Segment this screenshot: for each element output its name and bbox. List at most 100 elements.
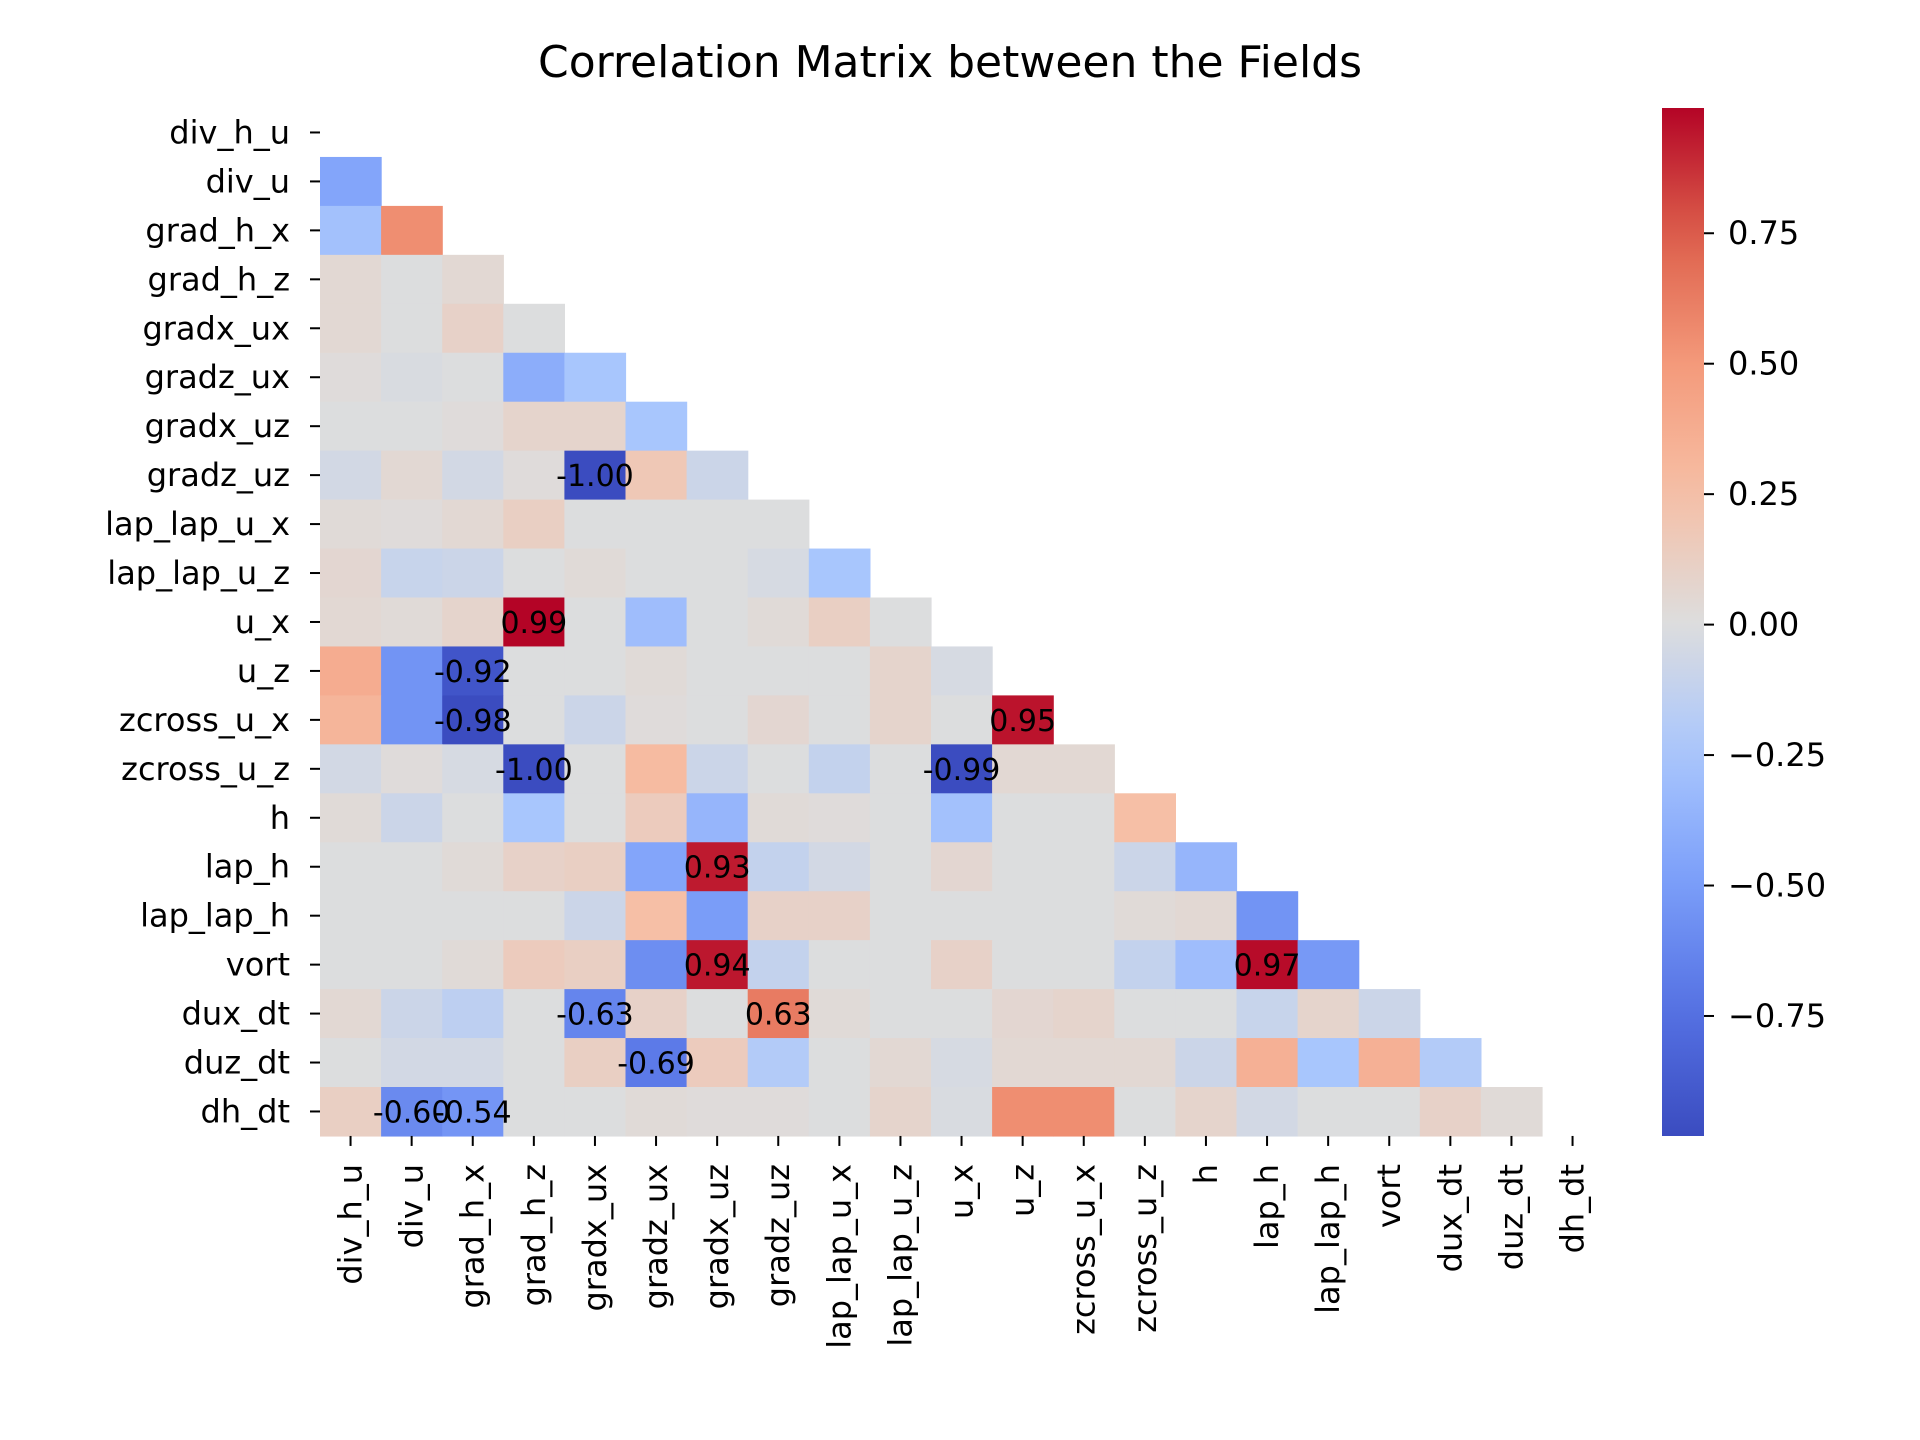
- heatmap-cell: [747, 695, 810, 745]
- heatmap-cell: [381, 597, 443, 648]
- x-tick-label: gradx_ux: [576, 1164, 614, 1312]
- heatmap-cell: [503, 597, 565, 648]
- cell-annotation: -0.69: [617, 1047, 695, 1082]
- heatmap-cell: [931, 1087, 993, 1137]
- heatmap-cell: [808, 548, 871, 599]
- heatmap-cell: [442, 842, 504, 892]
- heatmap-cell: [564, 940, 627, 990]
- heatmap-cell: [1236, 1038, 1299, 1088]
- heatmap-cell: [503, 744, 565, 794]
- heatmap-cell: [992, 1038, 1054, 1088]
- heatmap-cell: [320, 450, 382, 501]
- heatmap-cell: [442, 744, 504, 794]
- heatmap-cell: [564, 401, 627, 452]
- heatmap-cell: [747, 499, 810, 550]
- x-tick-label: gradz_ux: [637, 1164, 675, 1309]
- heatmap-cell: [381, 401, 443, 452]
- x-tick-label: lap_lap_u_x: [820, 1164, 858, 1349]
- heatmap-cell: [442, 891, 504, 941]
- colorbar-tick-label: 0.00: [1728, 606, 1799, 644]
- heatmap-cell: [564, 891, 627, 941]
- heatmap-cell: [1236, 989, 1299, 1039]
- heatmap-cell: [747, 842, 810, 892]
- heatmap-cell: [381, 940, 443, 990]
- heatmap-cell: [320, 205, 382, 256]
- heatmap-cell: [1236, 1087, 1299, 1137]
- heatmap-cell: [320, 891, 382, 941]
- heatmap-cell: [625, 940, 688, 990]
- heatmap-cell: [686, 1038, 749, 1088]
- heatmap-cell: [381, 450, 443, 501]
- heatmap-cell: [869, 793, 932, 843]
- y-tick-label: gradx_ux: [142, 309, 290, 347]
- heatmap-cell: [1175, 891, 1238, 941]
- y-tick-label: u_z: [237, 652, 290, 690]
- heatmap-cell: [1114, 940, 1176, 990]
- heatmap-cell: [686, 744, 749, 794]
- heatmap-cell: [320, 940, 382, 990]
- heatmap-cell: [1358, 989, 1421, 1039]
- heatmap-cell: [564, 499, 627, 550]
- heatmap-cell: [686, 793, 749, 843]
- cell-annotation: 0.63: [745, 998, 812, 1033]
- y-tick-label: zcross_u_z: [121, 750, 290, 788]
- heatmap-cell: [808, 940, 871, 990]
- heatmap-cell: [869, 695, 932, 745]
- heatmap-cell: [808, 646, 871, 696]
- x-tick-label: div_u: [393, 1164, 431, 1248]
- heatmap-cell: [869, 646, 932, 696]
- heatmap-cell: [503, 695, 565, 745]
- heatmap-cell: [442, 450, 504, 501]
- heatmap-cell: [564, 842, 627, 892]
- heatmap-cell: [320, 254, 382, 305]
- heatmap-cell: [1053, 891, 1115, 941]
- heatmap-cell: [1053, 1038, 1115, 1088]
- cell-annotation: 0.93: [684, 851, 751, 886]
- heatmap-cell: [1175, 940, 1238, 990]
- y-axis-tick-labels: div_h_u div_u grad_h_x grad_h_z gradx_uxgrad…: [105, 113, 320, 1130]
- y-tick-label: zcross_u_x: [119, 701, 290, 739]
- heatmap-cell: [320, 842, 382, 892]
- heatmap-cell: [931, 842, 993, 892]
- heatmap-cell: [686, 450, 749, 501]
- heatmap-cell: [1175, 1038, 1238, 1088]
- heatmap-cell: [503, 450, 565, 501]
- heatmap-cell: [1175, 1087, 1238, 1137]
- x-tick-label: grad_h_x: [454, 1164, 492, 1309]
- heatmap-cell: [625, 1087, 688, 1137]
- heatmap-cell: [931, 793, 993, 843]
- x-tick-label: lap_h: [1248, 1164, 1286, 1249]
- heatmap-cell: [442, 548, 504, 599]
- y-tick-label: lap_lap_u_x: [105, 505, 290, 543]
- heatmap-cell: [625, 793, 688, 843]
- heatmap-cell: [320, 352, 382, 403]
- heatmap-cell: [442, 352, 504, 403]
- heatmap-cell: [686, 499, 749, 550]
- heatmap-cell: [442, 254, 504, 305]
- heatmap-cell: [869, 940, 932, 990]
- heatmap-cell: [564, 646, 627, 696]
- colorbar-gradient: [1662, 108, 1704, 1136]
- heatmap-cell: [1053, 744, 1115, 794]
- heatmap-cell: [381, 499, 443, 550]
- heatmap-cell: [992, 842, 1054, 892]
- heatmap-cell: [869, 989, 932, 1039]
- heatmap-cell: [564, 548, 627, 599]
- colorbar-tick-label: 0.25: [1728, 475, 1799, 513]
- heatmap-cell: [1114, 891, 1176, 941]
- heatmap-cell: [442, 989, 504, 1039]
- heatmap-cell: [808, 793, 871, 843]
- heatmap-cell: [381, 1038, 443, 1088]
- heatmap-cell: [625, 597, 688, 648]
- heatmap-cell: [503, 499, 565, 550]
- heatmap-cell: [442, 646, 504, 696]
- heatmap-cell: [1419, 1087, 1482, 1137]
- heatmap-cell: [992, 891, 1054, 941]
- heatmap-cell: [442, 1087, 504, 1137]
- cell-annotation: -1.00: [556, 459, 634, 494]
- y-tick-label: h: [270, 799, 290, 837]
- heatmap-cell: [625, 548, 688, 599]
- heatmap-cell: [686, 940, 749, 990]
- x-tick-label: zcross_u_z: [1126, 1164, 1164, 1333]
- cell-annotation: -0.99: [923, 753, 1001, 788]
